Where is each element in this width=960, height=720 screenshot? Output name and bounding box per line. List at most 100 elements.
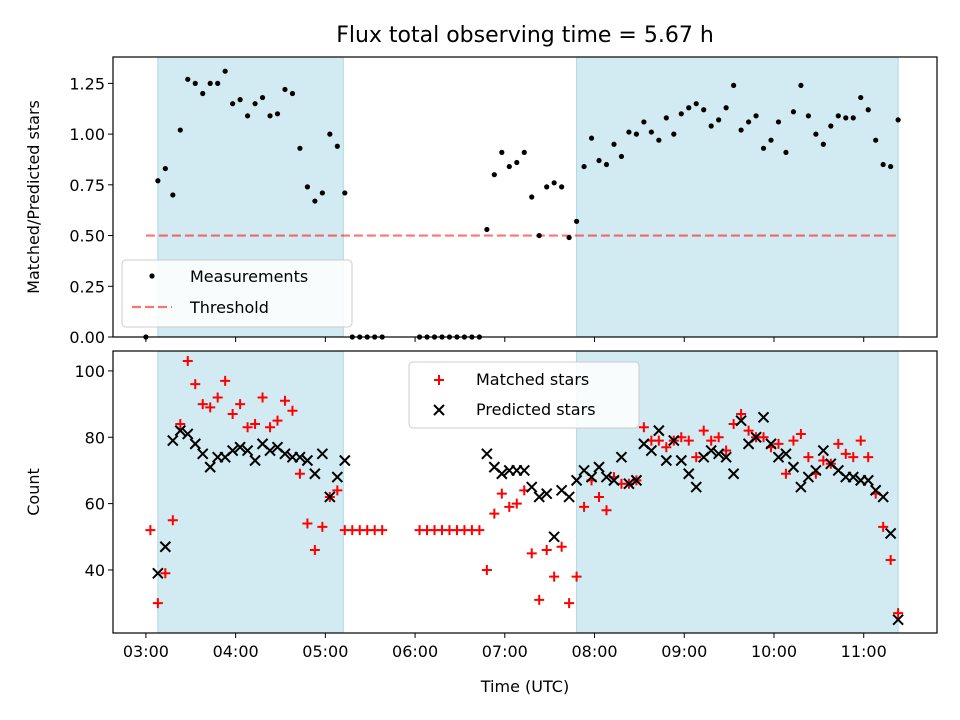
data-point (536, 232, 542, 239)
data-point (175, 418, 186, 429)
data-point (192, 80, 198, 86)
data-point (302, 518, 313, 529)
data-point (656, 137, 662, 143)
data-point (170, 192, 176, 198)
x-tick-label: 04:00 (213, 642, 259, 661)
data-point (757, 411, 770, 424)
data-point (534, 594, 545, 605)
y-tick-label: 40 (85, 561, 105, 580)
data-point (504, 501, 515, 512)
data-point (301, 454, 314, 467)
data-point (596, 157, 602, 164)
data-point (289, 90, 296, 97)
data-point (235, 399, 246, 410)
data-point (234, 441, 246, 453)
data-point (215, 80, 221, 86)
data-point (317, 521, 328, 532)
data-point (798, 82, 804, 89)
y-axis-label: Matched/Predicted stars (24, 100, 43, 294)
data-point (331, 471, 344, 483)
data-point (272, 415, 283, 426)
data-point (205, 402, 216, 413)
data-point (745, 119, 752, 125)
data-point (474, 525, 485, 536)
data-point (675, 454, 687, 467)
data-point (226, 444, 239, 457)
data-point (197, 448, 209, 460)
figure-title: Flux total observing time = 5.67 h (336, 23, 714, 48)
data-point (220, 375, 231, 386)
legend-label-matched: Matched stars (476, 370, 589, 389)
data-point (212, 392, 223, 403)
data-point (182, 355, 193, 366)
data-point (160, 568, 171, 579)
data-point (559, 184, 565, 190)
data-point (691, 452, 702, 463)
data-point (716, 117, 722, 123)
data-point (618, 153, 625, 160)
x-tick-label: 09:00 (661, 642, 707, 661)
data-point (723, 105, 729, 111)
data-point (892, 614, 904, 626)
data-point (174, 424, 187, 437)
data-point (521, 149, 527, 155)
data-point (758, 432, 769, 443)
y-tick-label: 0.00 (69, 328, 105, 347)
data-point (795, 428, 806, 439)
data-point (840, 448, 851, 459)
data-point (511, 498, 522, 509)
data-point (645, 444, 658, 457)
data-point (690, 481, 702, 493)
data-point (743, 425, 754, 436)
data-point (334, 143, 340, 149)
data-point (698, 425, 709, 436)
data-point (309, 545, 320, 556)
data-point (499, 149, 505, 155)
data-point (282, 86, 288, 93)
data-point (865, 107, 871, 113)
legend-label-threshold: Threshold (189, 298, 269, 317)
data-point (833, 438, 844, 449)
data-point (884, 527, 897, 540)
data-point (880, 161, 886, 168)
data-point (788, 435, 799, 446)
data-point (790, 109, 797, 115)
data-point (735, 414, 747, 427)
data-point (526, 548, 537, 559)
data-point (204, 461, 216, 473)
observing-window-shade (576, 56, 899, 338)
data-point (705, 444, 717, 457)
legend: Measurements Threshold (121, 259, 353, 328)
x-tick-label: 08:00 (571, 642, 617, 661)
data-point (873, 137, 879, 143)
data-point (267, 113, 273, 119)
data-point (843, 115, 849, 121)
x-tick-label: 05:00 (302, 642, 348, 661)
data-point (222, 68, 228, 74)
data-point (316, 448, 329, 460)
data-point (653, 424, 665, 437)
y-tick-label: 60 (85, 495, 105, 514)
data-point (207, 80, 213, 86)
data-point (332, 485, 343, 496)
data-point (623, 477, 635, 490)
data-point (895, 117, 901, 123)
y-tick-label: 100 (74, 362, 105, 381)
data-point (573, 218, 580, 224)
data-point (237, 97, 243, 103)
data-point (294, 451, 306, 463)
data-point (803, 452, 814, 463)
legend-marker-measurements (149, 273, 155, 279)
data-point (541, 545, 552, 556)
data-point (678, 111, 684, 117)
y-tick-label: 0.50 (69, 227, 105, 246)
data-point (738, 127, 744, 133)
data-point (661, 442, 672, 453)
data-point (615, 451, 628, 463)
data-point (152, 567, 164, 579)
data-point (581, 163, 587, 170)
x-tick-label: 11:00 (841, 642, 887, 661)
data-point (227, 409, 238, 420)
y-tick-label: 1.25 (69, 74, 105, 93)
x-tick-label: 10:00 (751, 642, 797, 661)
